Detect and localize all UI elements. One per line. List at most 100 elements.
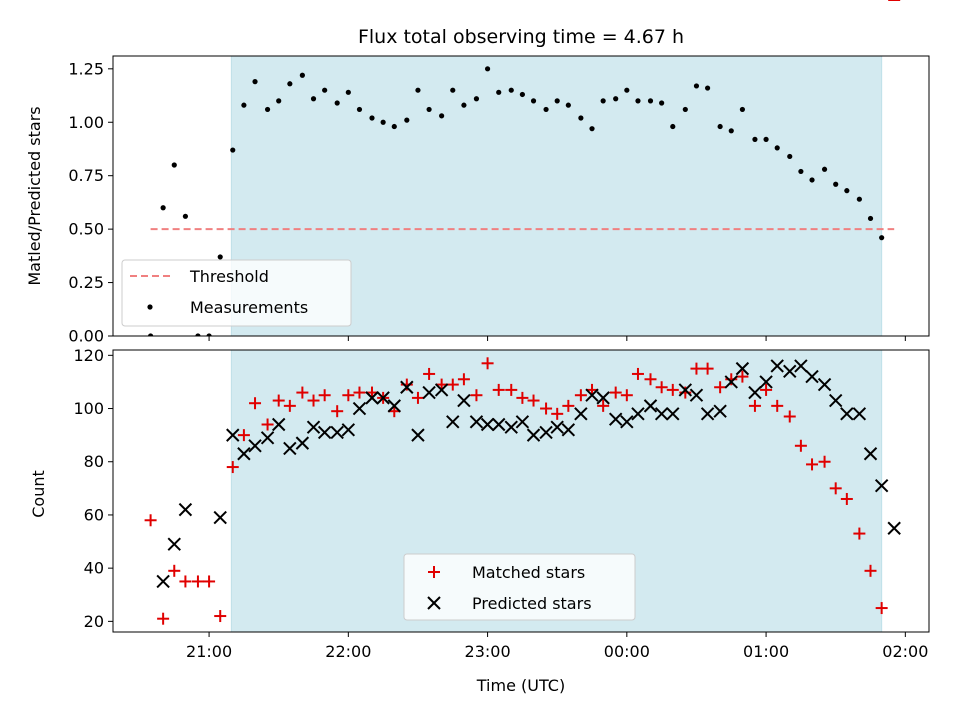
matched-point	[818, 455, 831, 468]
measurement-point	[693, 83, 700, 89]
matched-point	[736, 370, 749, 383]
measurement-point	[299, 72, 305, 78]
measurement-point	[763, 136, 769, 142]
predicted-point	[608, 412, 623, 426]
ratio-ytick-label: 0.00	[68, 327, 104, 346]
matched-point	[423, 367, 436, 380]
measurement-point	[334, 100, 340, 106]
measurement-point	[473, 96, 480, 102]
predicted-point	[783, 364, 797, 378]
matched-point	[157, 612, 170, 625]
count-ytick-label: 120	[73, 346, 104, 365]
x-tick-label: 01:00	[743, 642, 789, 661]
measurement-point	[717, 123, 723, 130]
ratio-ylabel: Matled/Predicted stars	[25, 106, 44, 285]
matched-point	[261, 418, 274, 431]
predicted-point	[539, 425, 553, 440]
matched-point	[853, 527, 866, 540]
matched-point	[283, 399, 296, 412]
matched-point	[331, 405, 344, 418]
predicted-point	[643, 399, 658, 413]
measurement-point	[182, 213, 189, 219]
measurement-point	[230, 147, 236, 153]
matched-point	[540, 402, 553, 415]
matched-point	[666, 383, 679, 396]
predicted-point	[654, 407, 669, 421]
predicted-point	[515, 415, 530, 429]
legend-matched-swatch	[428, 566, 440, 578]
matched-point	[307, 394, 320, 407]
ratio-y-ticks: 0.00 0.25 0.50 0.75 1.00 1.25	[68, 59, 113, 346]
matched-point	[794, 439, 807, 452]
matched-point	[783, 410, 796, 423]
predicted-point	[248, 439, 262, 453]
matched-point	[644, 373, 657, 386]
matched-point	[272, 394, 285, 407]
measurement-point	[369, 115, 375, 121]
legend-threshold-label: Threshold	[189, 267, 269, 286]
measurement-point	[635, 98, 641, 104]
predicted-point	[457, 393, 471, 408]
predicted-point	[226, 428, 240, 442]
predicted-point	[852, 407, 867, 421]
matched-point	[771, 399, 784, 412]
matched-point	[191, 575, 204, 588]
predicted-point	[469, 415, 484, 429]
matched-point	[748, 399, 761, 412]
ratio-axes-frame	[112, 55, 930, 337]
measurement-point	[821, 166, 828, 172]
measurement-point	[439, 113, 445, 119]
count-ytick-label: 80	[84, 452, 104, 471]
predicted-point	[167, 537, 181, 551]
matched-point	[168, 564, 181, 577]
measurement-point	[589, 126, 595, 132]
measurement-point	[728, 128, 734, 134]
predicted-point	[178, 502, 193, 517]
ratio-ytick-label: 0.25	[68, 273, 104, 292]
measurement-point	[543, 106, 549, 113]
predicted-point	[387, 399, 401, 413]
ratio-panel: 0.00 0.25 0.50 0.75 1.00 1.25 Matled/Predicte…	[25, 55, 930, 346]
measurement-point	[844, 188, 850, 194]
predicted-point	[526, 428, 541, 442]
matched-point	[574, 389, 587, 402]
count-ytick-label: 20	[84, 612, 104, 631]
matched-point	[481, 357, 494, 370]
matched-point	[144, 514, 157, 527]
measurement-point	[647, 98, 654, 104]
matched-point	[179, 575, 192, 588]
matched-point	[597, 399, 610, 412]
count-legend-box	[403, 553, 636, 621]
measurement-point	[276, 98, 282, 104]
measurement-point	[578, 115, 584, 121]
measurement-point	[391, 123, 397, 130]
measurement-point	[774, 145, 780, 151]
predicted-point	[213, 510, 227, 525]
predicted-point	[411, 428, 425, 442]
matched-point	[829, 482, 842, 495]
ratio-ytick-label: 0.75	[68, 166, 104, 185]
measurement-point	[530, 98, 537, 104]
predicted-point	[596, 391, 610, 405]
legend-predicted-swatch	[427, 596, 441, 610]
predicted-point	[492, 417, 506, 432]
count-legend: Matched stars Predicted stars	[403, 553, 636, 621]
count-ytick-label: 40	[84, 559, 104, 578]
count-ytick-label: 100	[73, 399, 104, 418]
matched-point	[701, 362, 714, 375]
measurement-point	[206, 333, 212, 336]
count-x-ticks: 21:00 22:00 23:00 00:00 01:00 02:00	[186, 632, 928, 661]
measurement-point	[682, 106, 688, 113]
predicted-point	[794, 359, 808, 373]
matched-point	[411, 391, 424, 404]
predicted-point	[817, 377, 832, 392]
predicted-point	[376, 391, 390, 405]
predicted-point	[422, 385, 436, 400]
matched-point	[875, 602, 888, 615]
x-axis-label: Time (UTC)	[476, 676, 565, 695]
matched-point	[760, 383, 773, 396]
predicted-point	[840, 407, 854, 421]
measurement-point	[856, 196, 862, 202]
predicted-point	[748, 385, 762, 400]
measurement-point	[519, 91, 525, 98]
